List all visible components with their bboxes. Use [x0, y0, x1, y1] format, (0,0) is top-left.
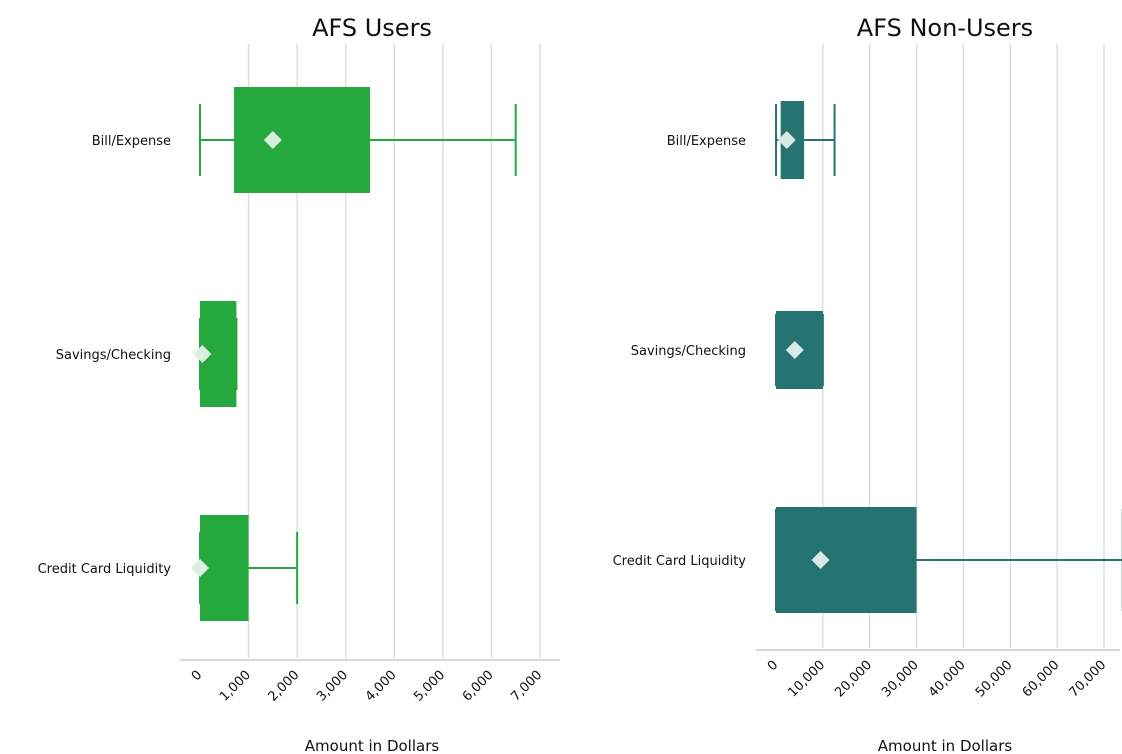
x-tick-label: 40,000 — [926, 658, 969, 701]
category-label: Bill/Expense — [667, 134, 746, 149]
mean-marker — [777, 131, 796, 149]
category-label: Savings/Checking — [56, 348, 171, 363]
x-tick-label: 30,000 — [879, 658, 922, 701]
box-0 — [775, 101, 836, 179]
x-tick-label: 10,000 — [785, 658, 828, 701]
box-0 — [199, 87, 517, 193]
iqr-box — [776, 507, 917, 613]
panel-afs-users: AFS Users Amount in Dollars 0 1,000 2,000 3… — [38, 14, 560, 754]
box-2 — [775, 507, 1122, 613]
mean-marker — [191, 559, 209, 577]
category-label: Bill/Expense — [92, 134, 171, 149]
x-tick-label: 70,000 — [1067, 658, 1110, 701]
x-tick-label: 0 — [765, 658, 781, 674]
chart-title: AFS Non-Users — [857, 14, 1033, 42]
x-tick-label: 4,000 — [363, 668, 400, 705]
x-tick-label: 20,000 — [832, 658, 875, 701]
x-tick-label: 2,000 — [266, 668, 303, 705]
mean-marker — [193, 345, 212, 363]
mean-marker — [263, 131, 282, 149]
box-2 — [191, 515, 299, 621]
x-tick-label: 7,000 — [508, 668, 545, 705]
mean-marker — [785, 341, 804, 359]
x-tick-label: 3,000 — [314, 668, 351, 705]
x-tick-label: 60,000 — [1020, 658, 1063, 701]
x-tick-label: 50,000 — [973, 658, 1016, 701]
x-axis-label: Amount in Dollars — [305, 737, 440, 754]
x-tick-label: 1,000 — [217, 668, 254, 705]
category-label: Savings/Checking — [631, 344, 746, 359]
category-label: Credit Card Liquidity — [613, 554, 747, 569]
x-tick-label: 5,000 — [411, 668, 448, 705]
x-tick-label: 0 — [189, 668, 205, 684]
box-1 — [775, 311, 824, 389]
iqr-box — [234, 87, 370, 193]
box-1 — [193, 301, 238, 407]
mean-marker — [811, 551, 830, 569]
panel-afs-non-users: AFS Non-Users Amount in Dollars 0 10,000 2… — [613, 14, 1122, 754]
x-tick-label: 6,000 — [460, 668, 497, 705]
chart-title: AFS Users — [312, 14, 432, 42]
category-label: Credit Card Liquidity — [38, 562, 172, 577]
x-axis-label: Amount in Dollars — [878, 737, 1013, 754]
